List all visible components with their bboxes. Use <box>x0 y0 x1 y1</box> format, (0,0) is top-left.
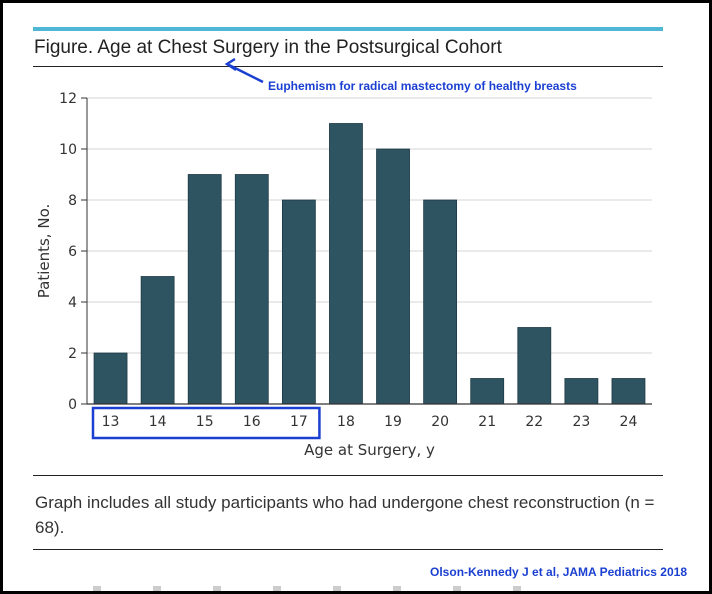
y-tick-label: 6 <box>68 244 77 260</box>
bar-age-24 <box>611 378 646 405</box>
y-axis-title: Patients, No. <box>35 204 53 298</box>
x-tick-label: 24 <box>620 414 638 430</box>
y-tick-label: 0 <box>68 397 77 413</box>
x-tick-label: 22 <box>525 414 543 430</box>
x-tick-label: 23 <box>572 414 590 430</box>
y-tick-label: 12 <box>59 91 77 107</box>
x-tick-label: 15 <box>196 414 214 430</box>
x-tick-label: 14 <box>149 414 167 430</box>
x-tick-label: 18 <box>337 414 355 430</box>
caption-divider-bottom <box>33 549 663 550</box>
bar-age-22 <box>517 327 552 405</box>
figure-title: Figure. Age at Chest Surgery in the Post… <box>34 37 502 58</box>
x-tick-label: 13 <box>102 414 120 430</box>
y-tick-label: 4 <box>68 295 77 311</box>
x-axis-title: Age at Surgery, y <box>304 441 435 459</box>
annotation-label: Euphemism for radical mastectomy of heal… <box>268 79 577 93</box>
highlight-box <box>91 406 321 440</box>
citation-label: Olson-Kennedy J et al, JAMA Pediatrics 2… <box>430 565 687 579</box>
figure-frame: Figure. Age at Chest Surgery in the Post… <box>3 3 709 591</box>
title-divider <box>33 66 663 67</box>
x-tick-label: 16 <box>243 414 261 430</box>
x-tick-label: 19 <box>384 414 402 430</box>
caption-divider-top <box>33 475 663 476</box>
x-tick-label: 20 <box>431 414 449 430</box>
y-tick-label: 8 <box>68 193 77 209</box>
x-tick-label: 21 <box>478 414 496 430</box>
bar-age-17 <box>281 199 316 405</box>
bar-age-19 <box>376 148 410 405</box>
bar-age-18 <box>329 123 363 405</box>
figure-caption: Graph includes all study participants wh… <box>35 493 655 537</box>
bar-age-14 <box>140 276 175 405</box>
bar-age-21 <box>470 378 505 405</box>
bar-age-23 <box>564 378 599 405</box>
y-tick-label: 2 <box>68 346 77 362</box>
x-tick-label: 17 <box>290 414 308 430</box>
annotation-arrow-head <box>224 57 237 72</box>
bar-age-16 <box>234 174 269 405</box>
bar-age-20 <box>423 199 458 405</box>
bar-age-13 <box>93 352 128 405</box>
cropped-text-remnant <box>93 586 543 591</box>
bar-age-15 <box>187 174 222 405</box>
y-tick-label: 10 <box>59 142 77 158</box>
figure-accent-bar <box>33 27 663 31</box>
